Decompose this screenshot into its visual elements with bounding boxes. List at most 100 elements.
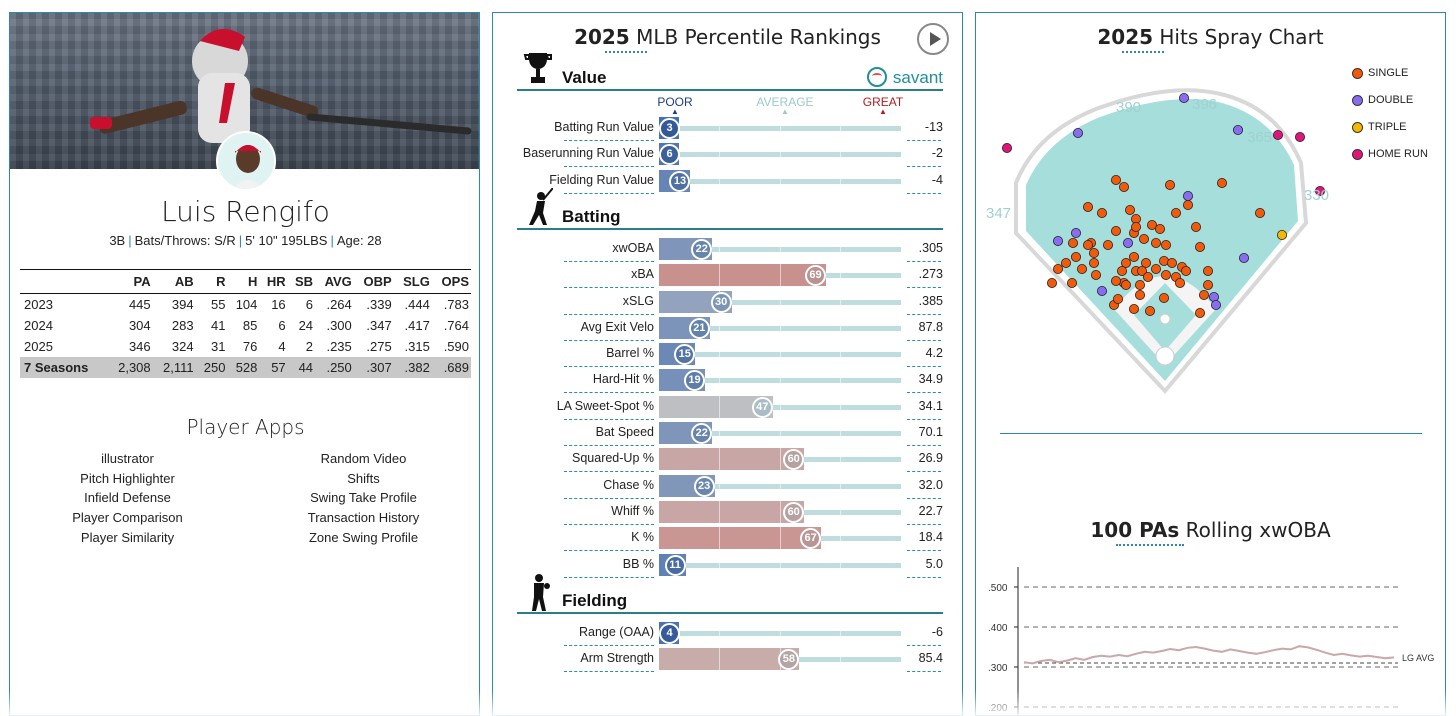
hit-s: [1077, 263, 1088, 274]
hit-s: [1083, 239, 1094, 250]
percentile-bubble: 21: [688, 317, 710, 339]
metric-value: 22.7: [918, 503, 943, 518]
percentile-row[interactable]: Chase % 23 32.0: [493, 473, 962, 499]
hit-s: [1110, 174, 1121, 185]
stats-header: [20, 269, 108, 294]
hit-s: [1138, 233, 1149, 244]
career-stats-table: PA AB R H HR SB AVG OBP SLG OPS 2023 445 394 55 104 16…: [20, 269, 471, 378]
metric-name: xBA: [631, 267, 654, 282]
percentile-row[interactable]: Fielding Run Value 13 -4: [493, 168, 962, 194]
percentile-bubble: 13: [669, 170, 691, 192]
stats-cell: .339: [366, 296, 392, 312]
stats-cell: 250: [195, 356, 228, 378]
percentile-rankings-panel: 2025 MLB Percentile Rankings Value savant…: [492, 12, 963, 716]
stats-cell: 76: [242, 338, 258, 354]
hit-s: [1174, 277, 1185, 288]
hit-s: [1103, 239, 1114, 250]
percentile-row[interactable]: Bat Speed 22 70.1: [493, 420, 962, 446]
hit-s: [1118, 181, 1129, 192]
stats-cell: 346: [128, 338, 151, 354]
legend-double: DOUBLE: [1352, 94, 1413, 106]
stats-cell: .764: [443, 317, 469, 333]
stats-cell: 31: [211, 338, 226, 354]
metric-name: Range (OAA): [578, 624, 654, 639]
hit-s: [1134, 279, 1145, 290]
player-app-link[interactable]: Random Video: [320, 451, 407, 466]
metric-name: Squared-Up %: [572, 451, 654, 466]
stats-cell: .315: [404, 338, 430, 354]
stats-cell: 4: [278, 338, 286, 354]
percentile-row[interactable]: Batting Run Value 3 -13: [493, 115, 962, 141]
percentile-bubble: 58: [778, 649, 800, 671]
player-app-link[interactable]: Shifts: [347, 470, 380, 486]
percentile-title: 2025 MLB Percentile Rankings: [574, 25, 881, 49]
percentile-row[interactable]: Barrel % 15 4.2: [493, 341, 962, 368]
percentile-row[interactable]: K % 67 18.4: [493, 525, 962, 552]
percentile-row[interactable]: LA Sweet-Spot % 47 34.1: [493, 394, 962, 420]
spray-chart: [1001, 88, 1325, 395]
hit-d: [1097, 285, 1108, 296]
stats-header: H: [227, 269, 260, 294]
percentile-bubble: 60: [783, 449, 805, 471]
metric-name: xSLG: [622, 293, 654, 308]
hit-d: [1232, 125, 1243, 136]
metric-name: Whiff %: [611, 503, 654, 518]
league-average-label: LG AVG: [1402, 653, 1434, 663]
player-app-link[interactable]: Transaction History: [307, 510, 420, 526]
player-action-photo: [10, 13, 479, 169]
play-icon[interactable]: [917, 23, 949, 55]
hit-s: [1182, 199, 1193, 210]
percentile-row[interactable]: Squared-Up % 60 26.9: [493, 446, 962, 473]
section-value: Value savant: [517, 53, 943, 91]
metric-name: Barrel %: [606, 346, 654, 361]
player-card: Luis Rengifo 3B | Bats/Throws: S/R | 5' 10" …: [9, 12, 480, 716]
metric-name: Hard-Hit %: [592, 372, 654, 387]
stats-cell: 55: [211, 296, 226, 312]
hit-t: [1276, 229, 1287, 240]
percentile-row[interactable]: Arm Strength 58 85.4: [493, 646, 962, 673]
hit-s: [1083, 201, 1094, 212]
stats-header: PA: [107, 269, 153, 294]
percentile-bubble: 47: [751, 396, 773, 418]
player-app-link[interactable]: Player Similarity: [80, 529, 175, 545]
percentile-row[interactable]: Whiff % 60 22.7: [493, 499, 962, 525]
hit-s: [1160, 269, 1171, 280]
metric-value: .273: [918, 267, 943, 282]
player-app-link[interactable]: Infield Defense: [84, 490, 171, 506]
player-app-link[interactable]: illustrator: [101, 451, 154, 466]
metric-name: xwOBA: [612, 240, 654, 255]
player-app-link[interactable]: Swing Take Profile: [310, 490, 417, 506]
stats-cell: 304: [128, 317, 151, 333]
hit-d: [1210, 299, 1221, 310]
percentile-row[interactable]: xSLG 30 .385: [493, 289, 962, 315]
hit-d: [1073, 128, 1084, 139]
player-app-link[interactable]: Player Comparison: [72, 510, 183, 526]
hit-h: [1294, 132, 1305, 143]
stats-cell: 85: [242, 317, 258, 333]
percentile-row[interactable]: Range (OAA) 4 -6: [493, 620, 962, 646]
stats-cell: 2: [305, 338, 314, 354]
hit-s: [1061, 257, 1072, 268]
hit-d: [1238, 252, 1249, 263]
player-app-link[interactable]: Zone Swing Profile: [308, 529, 419, 545]
hit-s: [1180, 265, 1191, 276]
percentile-row[interactable]: Hard-Hit % 19 34.9: [493, 367, 962, 394]
hit-s: [1198, 289, 1209, 300]
fence-cf: 396: [1192, 96, 1218, 113]
stats-header: AVG: [315, 269, 354, 294]
player-app-link[interactable]: Pitch Highlighter: [80, 470, 175, 486]
player-apps-right: Random Video Shifts Swing Take Profile Tran…: [246, 449, 479, 548]
hit-s: [1128, 303, 1139, 314]
scale-poor: POOR ▲: [657, 95, 693, 116]
metric-value: 5.0: [925, 556, 943, 571]
hit-h: [1001, 142, 1012, 153]
hit-s: [1170, 207, 1181, 218]
percentile-row[interactable]: Avg Exit Velo 21 87.8: [493, 315, 962, 341]
savant-logo[interactable]: savant: [866, 67, 943, 88]
percentile-row[interactable]: xwOBA 22 .305: [493, 236, 962, 262]
percentile-row[interactable]: BB % 11 5.0: [493, 552, 962, 578]
percentile-row[interactable]: xBA 69 .273: [493, 262, 962, 289]
hit-s: [1202, 279, 1213, 290]
percentile-row[interactable]: Baserunning Run Value 6 -2: [493, 141, 962, 168]
hit-s: [1190, 221, 1201, 232]
